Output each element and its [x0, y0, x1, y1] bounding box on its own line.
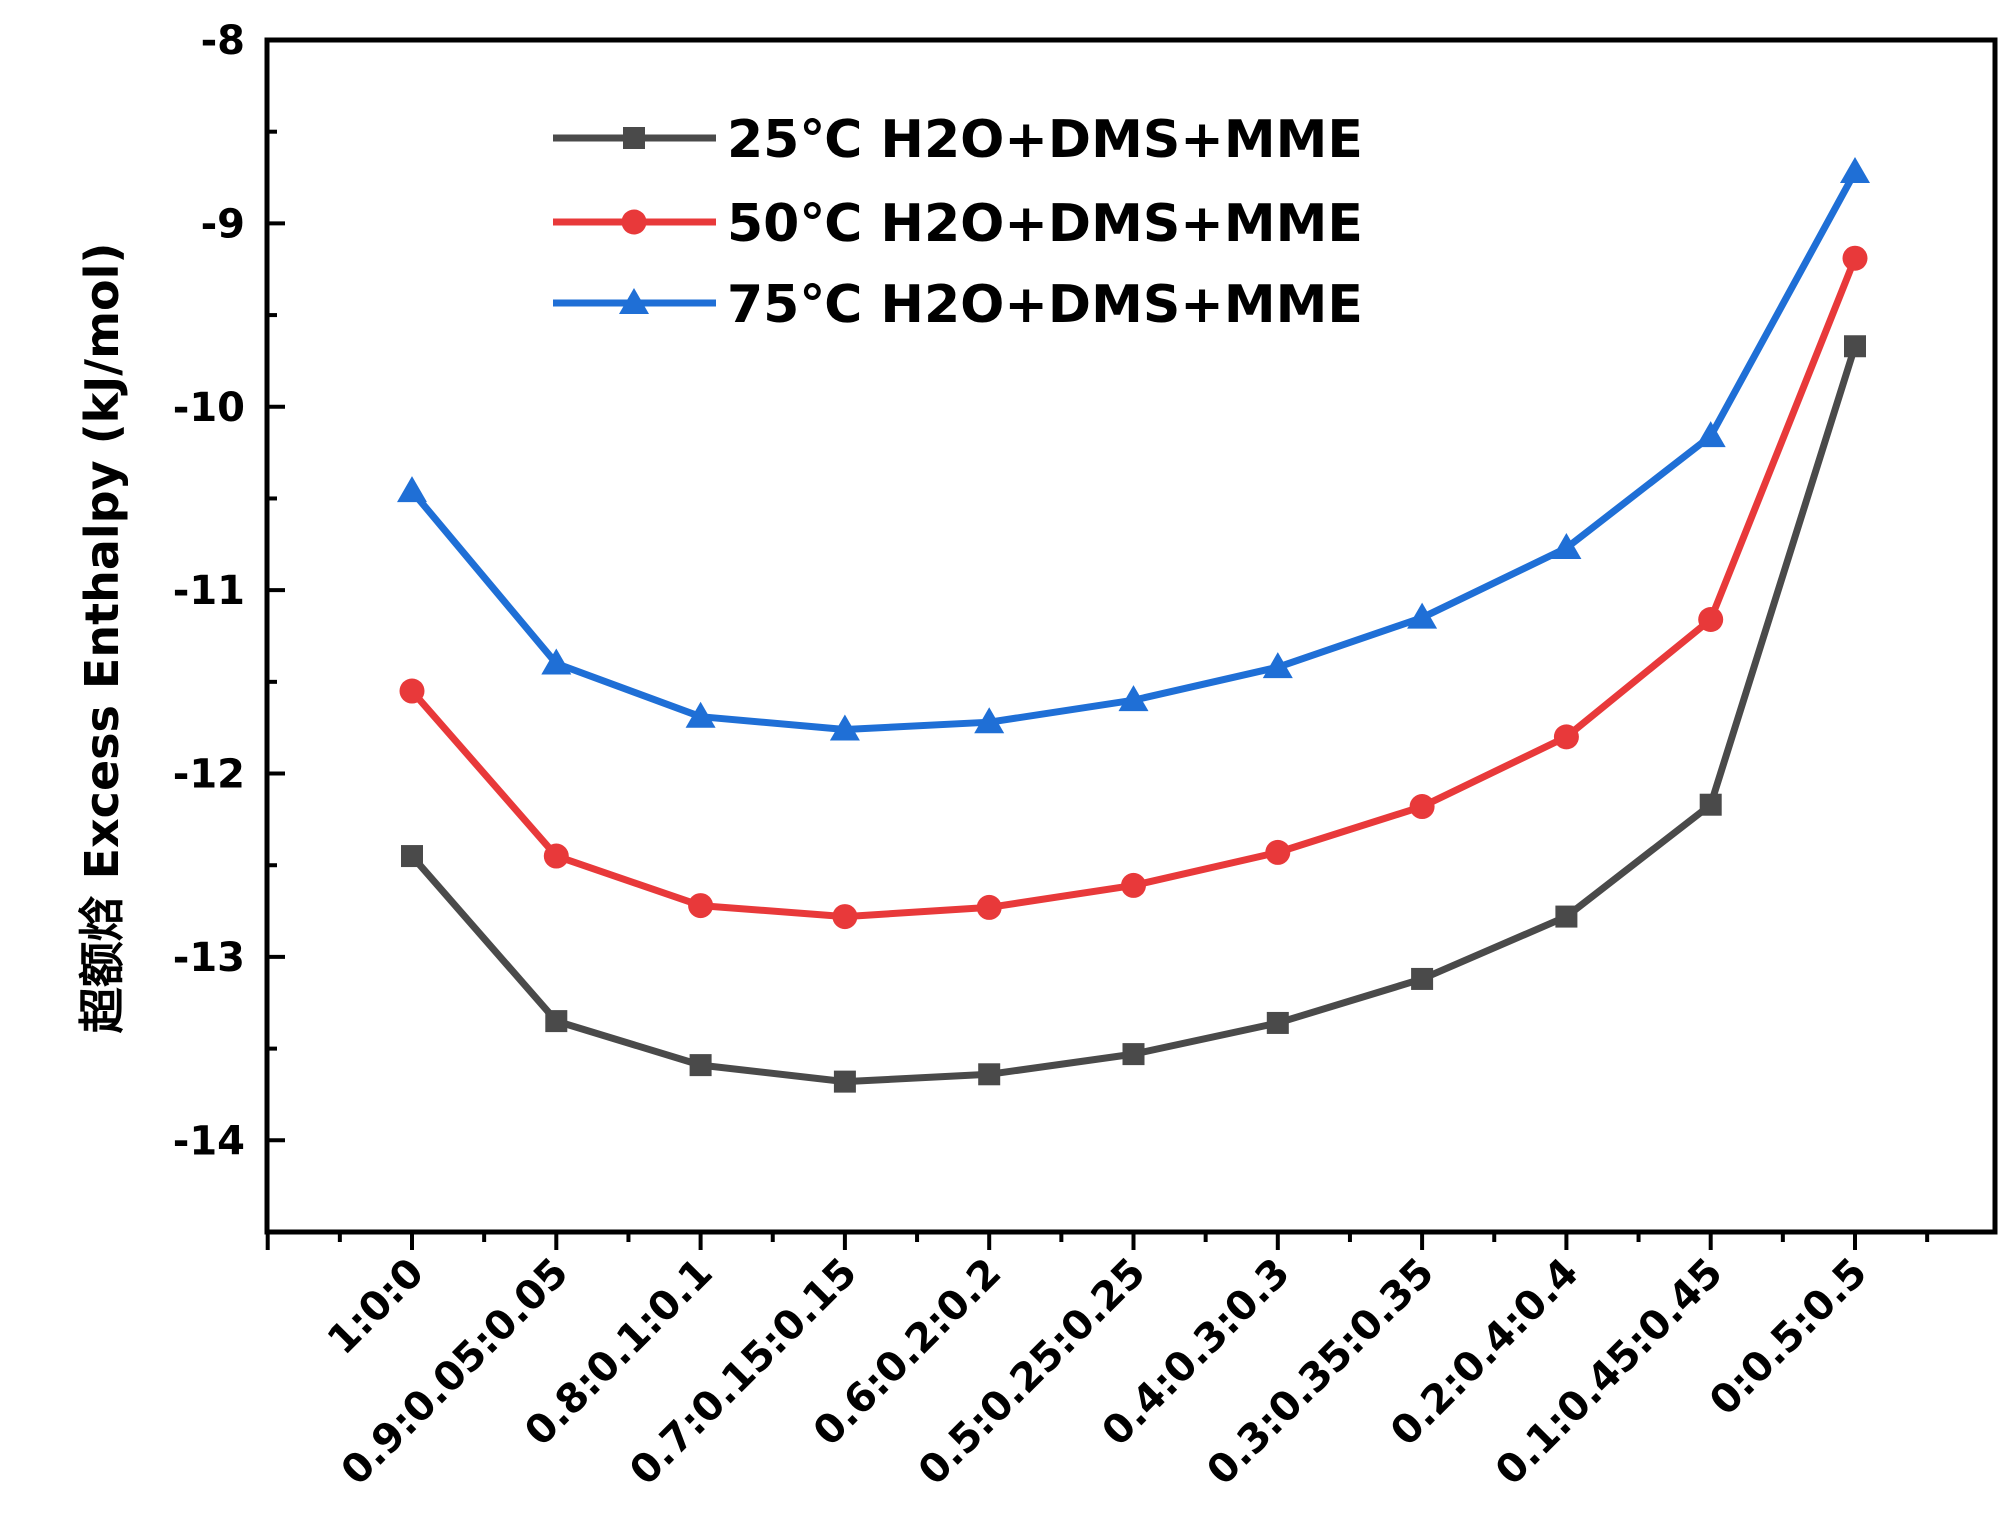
data-point: [1695, 421, 1726, 448]
data-point: [1555, 905, 1578, 928]
y-axis: -14 -13 -12 -11 -10 -9 -8: [173, 18, 285, 1234]
y-tick-label: -12: [173, 752, 245, 798]
y-axis-title: 超额焓 Excess Enthalpy (kJ/mol): [75, 243, 129, 1034]
data-point: [397, 476, 427, 503]
legend-label: 75℃ H2O+DMS+MME: [727, 275, 1363, 335]
y-tick-label: -13: [173, 935, 245, 981]
legend-marker: [621, 209, 647, 235]
y-tick-label: -10: [173, 385, 245, 431]
series-line: [409, 256, 1859, 921]
legend-entry: 50℃ H2O+DMS+MME: [553, 194, 1363, 254]
data-point: [1553, 724, 1579, 750]
y-tick-label: -14: [173, 1118, 245, 1164]
data-point: [1699, 793, 1722, 816]
legend-label: 50℃ H2O+DMS+MME: [727, 194, 1363, 254]
x-tick-label: 0:0.5:0.5: [1701, 1250, 1876, 1425]
series-line: [409, 170, 1859, 734]
data-point: [1409, 794, 1435, 820]
data-point: [401, 845, 423, 868]
data-point: [832, 904, 858, 930]
data-point: [541, 648, 572, 675]
plot-frame: [264, 37, 1998, 1235]
series-2: [399, 245, 1868, 930]
data-point: [685, 701, 716, 728]
legend-entry: 25℃ H2O+DMS+MME: [553, 110, 1363, 170]
data-point: [829, 714, 860, 741]
data-point: [1118, 685, 1149, 712]
legend-entry: 75℃ H2O+DMS+MME: [553, 275, 1363, 335]
series-1: [401, 335, 1866, 1093]
data-point: [1407, 602, 1438, 629]
data-point: [1122, 1043, 1145, 1066]
data-point: [1265, 839, 1291, 865]
data-point: [1411, 967, 1434, 990]
data-point: [1551, 532, 1582, 559]
data-point: [976, 894, 1002, 920]
data-point: [1840, 157, 1870, 184]
legend: 25℃ H2O+DMS+MME 50℃ H2O+DMS+MME 75℃ H2O+DM…: [553, 110, 1363, 335]
data-point: [978, 1063, 1001, 1086]
x-tick-label: 1:0:0: [319, 1250, 433, 1364]
data-point: [1842, 245, 1868, 271]
data-point: [1698, 606, 1724, 632]
data-point: [833, 1070, 856, 1093]
y-tick-label: -11: [173, 568, 245, 614]
data-point: [974, 707, 1005, 734]
series-3: [397, 157, 1870, 741]
y-tick-label: -9: [201, 201, 245, 247]
legend-label: 25℃ H2O+DMS+MME: [727, 110, 1363, 170]
data-point: [1266, 1011, 1289, 1034]
data-point: [543, 843, 569, 869]
data-point: [545, 1010, 568, 1033]
data-point: [399, 678, 425, 704]
series-layer: [397, 157, 1870, 1093]
y-tick-label: -8: [201, 18, 245, 64]
legend-marker: [623, 127, 645, 149]
data-point: [1844, 335, 1866, 358]
data-point: [688, 893, 714, 919]
x-axis: 1:0:00.9:0.05:0.050.8:0.1:0.10.7:0.15:0.…: [265, 1232, 1930, 1494]
series-line: [409, 345, 1859, 1086]
data-point: [689, 1054, 712, 1077]
legend-marker: [619, 288, 649, 314]
data-point: [1262, 652, 1293, 679]
data-point: [1121, 872, 1146, 898]
plot-border: [264, 37, 1998, 1235]
